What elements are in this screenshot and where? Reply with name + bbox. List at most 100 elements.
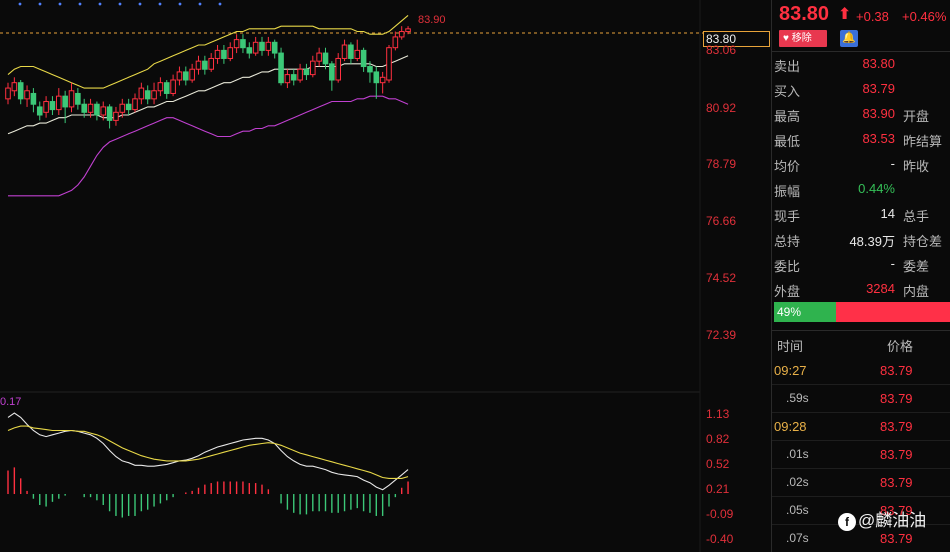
y-tick-main: 76.66 — [706, 214, 737, 228]
boll-upper-line — [7, 14, 409, 89]
quote-row: 委比 - 委差 — [772, 252, 950, 277]
quote-row: 总持 48.39万 持仓差 — [772, 227, 950, 252]
candle-body — [284, 74, 291, 84]
y-tick-sub: 0.52 — [706, 457, 730, 471]
watermark-text: @麟油油 — [858, 511, 927, 530]
quote-row: 卖出 83.80 — [772, 52, 950, 77]
trade-row[interactable]: .59s 83.79 — [772, 385, 950, 413]
quote-row-key2: 内盘 — [903, 284, 930, 299]
candle-body — [183, 71, 189, 81]
trade-row[interactable]: .07s 83.79 — [772, 525, 950, 552]
y-tick-main: 80.92 — [706, 101, 737, 115]
candle-body — [163, 82, 170, 94]
candle-body — [227, 47, 234, 59]
candle-body — [316, 52, 322, 62]
trade-time: 09:27 — [774, 363, 807, 378]
quote-row-key2: 委差 — [903, 259, 930, 274]
candle-body — [405, 28, 411, 33]
candle-body — [144, 90, 151, 100]
candle-body — [379, 76, 386, 84]
trade-row[interactable]: 09:28 83.79 — [772, 413, 950, 441]
quote-row-key2: 持仓差 — [903, 234, 943, 249]
candle-body — [290, 74, 297, 81]
quote-row-key2: 昨结算 — [903, 134, 943, 149]
candle-body — [5, 87, 11, 100]
candle-body — [259, 41, 265, 51]
candle-body — [176, 71, 183, 81]
trade-row[interactable]: .05s 83.79 — [772, 497, 950, 525]
candle-body — [138, 87, 145, 100]
current-price-box: 83.80 — [703, 31, 770, 47]
quote-row-key: 振幅 — [774, 184, 801, 199]
candle-body — [265, 41, 272, 51]
trade-price: 83.79 — [880, 363, 913, 378]
quote-row: 振幅 0.44% — [772, 177, 950, 202]
candle-body — [278, 52, 284, 84]
marker-dot — [98, 2, 102, 6]
up-arrow-icon: ⬆ — [838, 6, 852, 23]
last-price: 83.80 — [779, 3, 830, 25]
candle-body — [398, 31, 405, 38]
candle-body — [221, 49, 227, 59]
quote-row: 买入 83.79 — [772, 77, 950, 102]
marker-dot — [178, 2, 182, 6]
candle-body — [24, 90, 30, 100]
trade-row[interactable]: .01s 83.79 — [772, 441, 950, 469]
remove-watchlist-button[interactable]: ♥ 移除 — [779, 30, 827, 47]
candle-body — [303, 68, 310, 76]
y-tick-main: 78.79 — [706, 157, 737, 171]
quote-row-value: 48.39万 — [849, 234, 895, 249]
candle-body — [113, 111, 119, 121]
candle-body — [310, 60, 316, 76]
trade-time: .02s — [786, 475, 809, 489]
candle-body — [386, 47, 392, 81]
candle-body — [49, 101, 56, 111]
y-tick-main: 74.52 — [706, 271, 737, 285]
candle-body — [392, 36, 399, 49]
trade-time: .05s — [786, 503, 809, 517]
candle-body — [125, 103, 132, 111]
quote-row: 均价 - 昨收 — [772, 152, 950, 177]
quote-row: 最高 83.90 开盘 — [772, 102, 950, 127]
quote-row-key: 委比 — [774, 259, 801, 274]
candle-body — [252, 41, 259, 54]
candle-body — [62, 95, 68, 108]
quote-row-key: 均价 — [774, 159, 801, 174]
marker-dot — [138, 2, 142, 6]
candle-body — [367, 66, 373, 73]
trade-row[interactable]: 09:27 83.79 — [772, 357, 950, 385]
candle-body — [75, 92, 81, 105]
candle-body — [233, 39, 240, 49]
quote-row-value: 83.79 — [862, 81, 895, 96]
trade-price: 83.79 — [880, 503, 913, 518]
candle-body — [189, 68, 195, 81]
candle-body — [341, 44, 348, 59]
candle-body — [195, 60, 202, 70]
trade-row[interactable]: .02s 83.79 — [772, 469, 950, 497]
marker-dot — [198, 2, 202, 6]
candle-body — [36, 106, 43, 116]
quote-row-value: 83.90 — [862, 106, 895, 121]
ratio-label: 49% — [777, 305, 802, 319]
alert-bell-button[interactable]: 🔔 — [840, 30, 858, 47]
trade-price: 83.79 — [880, 531, 913, 546]
quote-row-key2: 总手 — [903, 209, 930, 224]
marker-dot — [58, 2, 62, 6]
price-change-percent: +0.46% — [902, 9, 947, 24]
quote-row-value: 83.53 — [862, 131, 895, 146]
remove-label: 移除 — [791, 33, 812, 44]
quote-row-key: 最低 — [774, 134, 801, 149]
y-tick-sub: 0.21 — [706, 482, 730, 496]
candle-body — [151, 90, 157, 100]
trade-time: .59s — [786, 391, 809, 405]
quote-row-key: 现手 — [774, 209, 801, 224]
quote-row-value: - — [890, 156, 895, 171]
quote-row-value: 83.80 — [862, 56, 895, 71]
weibo-logo-icon: f — [838, 512, 856, 531]
boll-mid-line — [7, 55, 409, 135]
kline-chart[interactable] — [0, 0, 770, 552]
chart-area[interactable]: 83.90 83.80 0.17 83.06 80.92 78.79 76.66… — [0, 0, 770, 552]
macd-dif-line — [7, 412, 409, 491]
quote-row-value: 3284 — [866, 281, 895, 296]
candle-body — [100, 106, 107, 116]
